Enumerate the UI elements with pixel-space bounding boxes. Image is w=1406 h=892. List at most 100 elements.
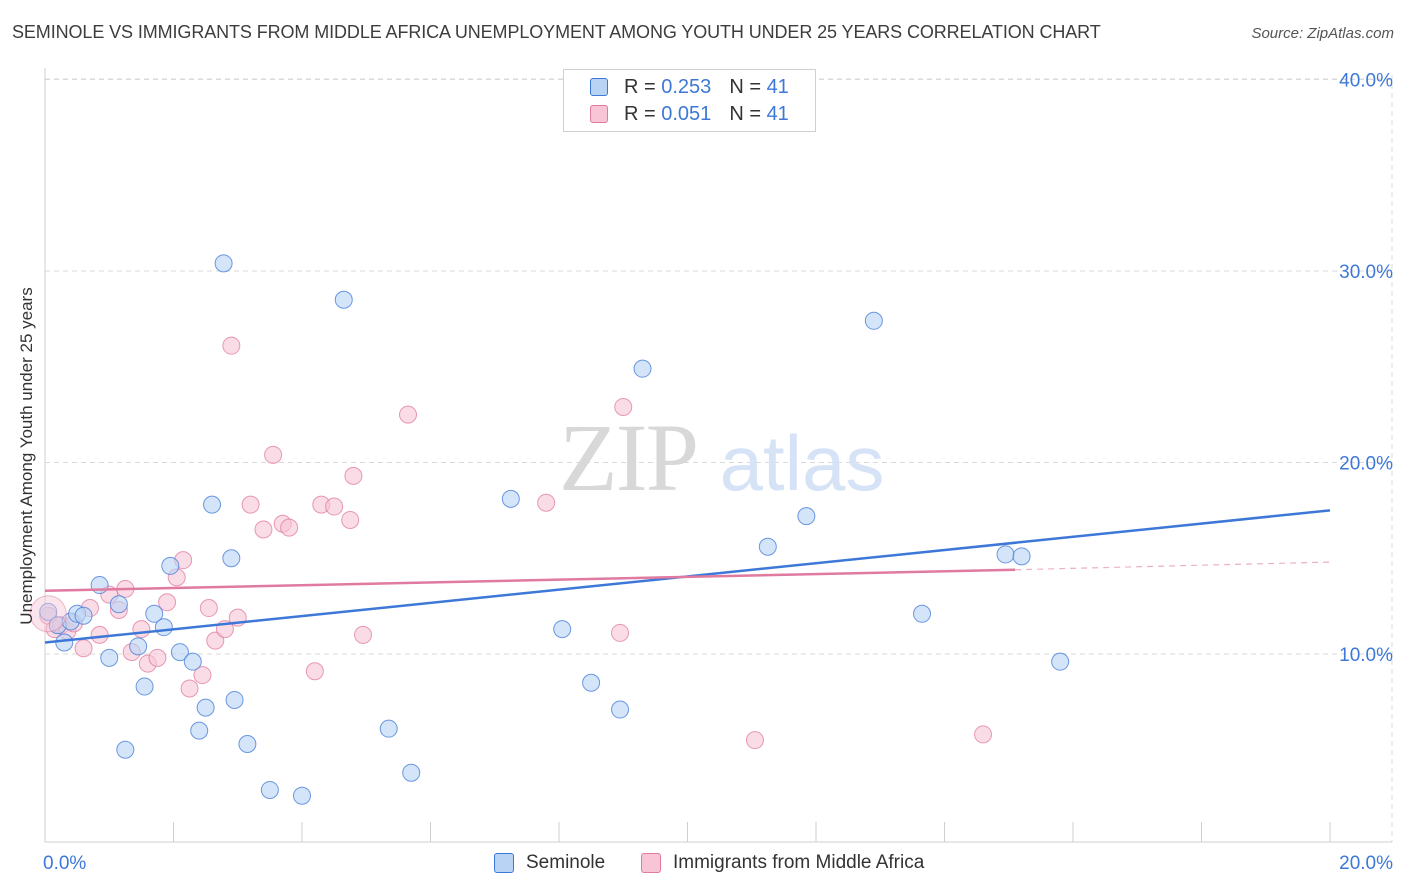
y-tick-label: 40.0% bbox=[1339, 71, 1393, 92]
watermark-atlas: atlas bbox=[720, 419, 885, 507]
point-immigrants bbox=[193, 666, 212, 685]
point-immigrants bbox=[132, 620, 151, 639]
point-seminole bbox=[145, 604, 164, 623]
point-immigrants bbox=[745, 731, 764, 750]
x-tick-label: 20.0% bbox=[1339, 853, 1393, 874]
point-immigrants bbox=[241, 495, 260, 514]
point-seminole bbox=[402, 763, 421, 782]
point-seminole bbox=[260, 780, 279, 799]
point-immigrants bbox=[305, 662, 324, 681]
point-seminole bbox=[633, 359, 652, 378]
point-seminole bbox=[196, 698, 215, 717]
series-swatch-seminole bbox=[494, 853, 514, 873]
point-seminole bbox=[293, 786, 311, 805]
legend-r-value: 0.253 bbox=[661, 75, 712, 98]
chart-title: SEMINOLE VS IMMIGRANTS FROM MIDDLE AFRIC… bbox=[12, 22, 1101, 42]
point-seminole bbox=[996, 545, 1015, 564]
point-immigrants bbox=[199, 599, 218, 618]
point-immigrants bbox=[254, 520, 273, 539]
x-tick-labels: 0.0% 20.0% bbox=[43, 853, 1393, 874]
point-seminole bbox=[379, 719, 398, 738]
correlation-legend: R = 0.253 N = 41 R = 0.051 N = 41 bbox=[563, 69, 816, 132]
legend-swatch-seminole bbox=[590, 78, 608, 96]
x-tick-label: 0.0% bbox=[43, 853, 86, 874]
point-seminole bbox=[154, 618, 173, 637]
legend-n-label: N = bbox=[729, 102, 761, 125]
legend-n-value: 41 bbox=[766, 102, 789, 125]
legend-n-value: 41 bbox=[766, 75, 789, 98]
watermark-zip: ZIP bbox=[559, 404, 697, 511]
axis-layer bbox=[44, 68, 1392, 843]
point-immigrants bbox=[614, 397, 633, 416]
point-seminole bbox=[55, 633, 74, 652]
point-immigrants bbox=[264, 445, 283, 464]
point-immigrants bbox=[158, 593, 177, 612]
series-swatch-immigrants bbox=[641, 853, 661, 873]
grid-layer bbox=[45, 75, 1393, 842]
point-seminole bbox=[797, 507, 816, 526]
point-immigrants bbox=[325, 497, 344, 516]
point-immigrants bbox=[74, 639, 93, 658]
trend-layer bbox=[44, 509, 1331, 644]
point-seminole bbox=[225, 690, 244, 709]
series-legend: Seminole Immigrants from Middle Africa bbox=[0, 850, 1406, 880]
point-seminole bbox=[582, 673, 601, 692]
point-seminole bbox=[74, 606, 93, 625]
legend-r-label: R = bbox=[624, 75, 656, 98]
legend-r-value: 0.051 bbox=[661, 102, 712, 125]
trendline-immigrants bbox=[44, 568, 1016, 593]
chart-source: Source: ZipAtlas.com bbox=[1251, 25, 1394, 42]
point-seminole bbox=[39, 602, 58, 621]
point-seminole bbox=[222, 549, 241, 568]
series-legend-label: Immigrants from Middle Africa bbox=[673, 852, 925, 873]
point-immigrants bbox=[206, 631, 225, 650]
point-immigrants bbox=[354, 625, 373, 644]
point-immigrants bbox=[222, 336, 241, 355]
point-seminole bbox=[161, 556, 180, 575]
y-tick-label: 30.0% bbox=[1339, 262, 1393, 283]
point-seminole bbox=[170, 643, 189, 662]
y-tick-labels: 10.0% 20.0% 30.0% 40.0% bbox=[1339, 71, 1393, 667]
point-seminole bbox=[1051, 652, 1070, 671]
legend-n-label: N = bbox=[729, 75, 761, 98]
series-legend-item-immigrants[interactable]: Immigrants from Middle Africa bbox=[641, 852, 924, 874]
point-immigrants bbox=[90, 625, 109, 644]
series-legend-label: Seminole bbox=[526, 852, 606, 873]
point-seminole bbox=[100, 648, 119, 667]
point-seminole bbox=[553, 620, 572, 639]
legend-row-seminole: R = 0.253 N = 41 bbox=[590, 75, 789, 99]
point-immigrants bbox=[341, 510, 360, 529]
point-seminole bbox=[203, 495, 222, 514]
series-legend-item-seminole[interactable]: Seminole bbox=[494, 852, 605, 874]
point-immigrants bbox=[280, 518, 299, 537]
y-axis-label: Unemployment Among Youth under 25 years bbox=[17, 287, 36, 624]
point-immigrants bbox=[611, 623, 630, 642]
point-immigrants bbox=[148, 648, 167, 667]
point-immigrants bbox=[974, 725, 993, 744]
points-layer bbox=[29, 254, 1070, 805]
point-immigrants bbox=[344, 466, 363, 485]
point-seminole bbox=[129, 637, 148, 656]
point-seminole bbox=[183, 652, 202, 671]
point-seminole bbox=[501, 489, 520, 508]
watermark: ZIP atlas bbox=[559, 404, 884, 511]
legend-r-label: R = bbox=[624, 102, 656, 125]
point-seminole bbox=[758, 537, 777, 556]
point-seminole bbox=[238, 735, 257, 754]
y-tick-label: 10.0% bbox=[1339, 645, 1393, 666]
point-seminole bbox=[1012, 547, 1031, 566]
point-immigrants bbox=[537, 493, 556, 512]
point-seminole bbox=[109, 595, 128, 614]
point-seminole bbox=[90, 576, 109, 595]
point-seminole bbox=[135, 677, 154, 696]
point-immigrants bbox=[399, 405, 418, 424]
point-seminole bbox=[190, 721, 209, 740]
point-seminole bbox=[611, 700, 630, 719]
point-seminole bbox=[913, 604, 932, 623]
point-cluster bbox=[29, 595, 67, 633]
point-seminole bbox=[864, 311, 883, 330]
trendline-immigrants-extrapolated bbox=[1015, 561, 1331, 571]
legend-swatch-immigrants bbox=[590, 105, 608, 123]
legend-row-immigrants: R = 0.051 N = 41 bbox=[590, 102, 789, 126]
